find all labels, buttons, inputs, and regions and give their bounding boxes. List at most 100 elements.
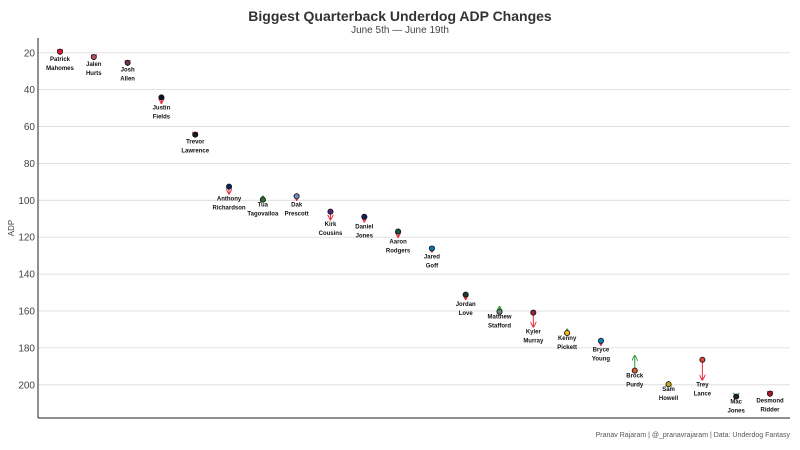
- y-tick-label: 20: [24, 48, 36, 59]
- y-axis-title: ADP: [7, 220, 16, 236]
- adp-point: [631, 367, 638, 374]
- qb-name-line: Stafford: [488, 324, 511, 330]
- qb-name-line: Rodgers: [386, 249, 411, 255]
- qb-name-line: Prescott: [285, 212, 309, 218]
- qb-name-label: Trevor Lawrence: [181, 140, 209, 155]
- qb-name-line: Ridder: [760, 408, 780, 414]
- qb-name-label: Tua Tagovailoa: [247, 203, 279, 218]
- adp-point: [699, 356, 706, 363]
- qb-name-label: Dak Prescott: [285, 203, 309, 218]
- qb-name-label: Jordan Love: [456, 302, 476, 317]
- chart-subtitle: June 5th — June 19th: [351, 25, 449, 36]
- qb-name-line: Jones: [356, 233, 374, 239]
- qb-name-line: Jared: [424, 254, 440, 260]
- qb-name-line: Brock: [626, 374, 644, 380]
- qb-name-label: Aaron Rodgers: [386, 240, 411, 255]
- qb-name-line: Allen: [120, 77, 135, 83]
- y-tick-label: 60: [24, 122, 36, 133]
- adp-point: [57, 48, 64, 55]
- qb-name-line: Love: [459, 311, 474, 317]
- qb-name-line: Tua: [258, 203, 269, 209]
- y-tick-label: 120: [18, 233, 35, 244]
- qb-name-line: Mac: [730, 400, 742, 406]
- qb-name-label: Mac Jones: [728, 400, 746, 415]
- qb-name-label: Josh Allen: [120, 68, 135, 83]
- adp-point: [733, 393, 740, 400]
- qb-name-label: Brock Purdy: [626, 374, 644, 389]
- qb-name-label: Trey Lance: [694, 382, 712, 397]
- adp-point: [158, 94, 165, 101]
- qb-name-line: Pickett: [557, 345, 577, 351]
- qb-name-line: Lawrence: [181, 149, 209, 155]
- adp-point: [395, 228, 402, 235]
- adp-point: [293, 193, 300, 200]
- qb-name-line: Young: [592, 357, 611, 363]
- qb-name-line: Purdy: [626, 383, 644, 389]
- y-tick-label: 100: [18, 196, 35, 207]
- qb-name-line: Trey: [696, 382, 709, 388]
- adp-point: [530, 309, 537, 316]
- adp-point: [90, 54, 97, 61]
- qb-name-line: Howell: [659, 396, 679, 402]
- qb-name-line: Jones: [728, 409, 746, 415]
- adp-point: [564, 329, 571, 336]
- qb-name-line: Mahomes: [46, 66, 74, 72]
- adp-point: [259, 196, 266, 203]
- qb-name-line: Sam: [662, 387, 675, 393]
- y-tick-label: 160: [18, 307, 35, 318]
- qb-name-label: Bryce Young: [592, 348, 611, 363]
- qb-name-line: Hurts: [86, 71, 102, 77]
- adp-point: [124, 59, 131, 66]
- y-tick-label: 80: [24, 159, 36, 170]
- qb-name-line: Daniel: [355, 224, 373, 230]
- qb-name-label: Anthony Richardson: [213, 197, 246, 212]
- qb-name-line: Trevor: [186, 140, 205, 146]
- qb-name-label: Desmond Ridder: [756, 399, 784, 414]
- adp-point: [327, 208, 334, 215]
- qb-name-line: Richardson: [213, 206, 246, 212]
- adp-point: [597, 337, 604, 344]
- chart-title: Biggest Quarterback Underdog ADP Changes: [248, 8, 552, 24]
- qb-name-line: Murray: [523, 339, 544, 345]
- qb-name-line: Cousins: [319, 231, 343, 237]
- adp-point: [496, 308, 503, 315]
- qb-name-label: Matthew Stafford: [488, 315, 512, 330]
- adp-point: [192, 131, 199, 138]
- adp-point: [462, 291, 469, 298]
- qb-name-label: Kirk Cousins: [319, 222, 343, 237]
- qb-name-line: Anthony: [217, 197, 242, 203]
- y-tick-label: 40: [24, 85, 36, 96]
- adp-point: [665, 381, 672, 388]
- qb-name-line: Desmond: [756, 399, 784, 405]
- qb-name-label: Jared Goff: [424, 254, 440, 269]
- qb-name-line: Tagovailoa: [247, 212, 279, 218]
- qb-name-label: Daniel Jones: [355, 224, 373, 239]
- qb-name-line: Fields: [153, 115, 171, 121]
- qb-name-label: Sam Howell: [659, 387, 679, 402]
- adp-point: [767, 390, 774, 397]
- qb-name-line: Matthew: [488, 315, 512, 321]
- qb-name-line: Jalen: [86, 62, 102, 68]
- qb-name-line: Jordan: [456, 302, 476, 308]
- chart-caption: Pranav Rajaram | @_pranavrajaram | Data:…: [595, 432, 790, 439]
- qb-name-label: Kenny Pickett: [557, 336, 577, 351]
- qb-name-label: Jalen Hurts: [86, 62, 102, 77]
- qb-name-label: Justin Fields: [153, 106, 171, 121]
- qb-name-line: Kirk: [325, 222, 337, 228]
- adp-point: [428, 245, 435, 252]
- qb-name-line: Justin: [153, 106, 171, 112]
- qb-name-line: Dak: [291, 203, 303, 209]
- qb-name-line: Lance: [694, 391, 712, 397]
- adp-point: [361, 213, 368, 220]
- y-tick-label: 200: [18, 380, 35, 391]
- qb-name-line: Josh: [121, 68, 135, 74]
- qb-name-line: Patrick: [50, 57, 71, 63]
- adp-point: [226, 183, 233, 190]
- qb-name-label: Patrick Mahomes: [46, 57, 74, 72]
- y-tick-label: 140: [18, 270, 35, 281]
- qb-name-line: Aaron: [389, 240, 407, 246]
- qb-name-label: Kyler Murray: [523, 330, 544, 345]
- qb-name-line: Kyler: [526, 330, 542, 336]
- qb-name-line: Bryce: [593, 348, 610, 354]
